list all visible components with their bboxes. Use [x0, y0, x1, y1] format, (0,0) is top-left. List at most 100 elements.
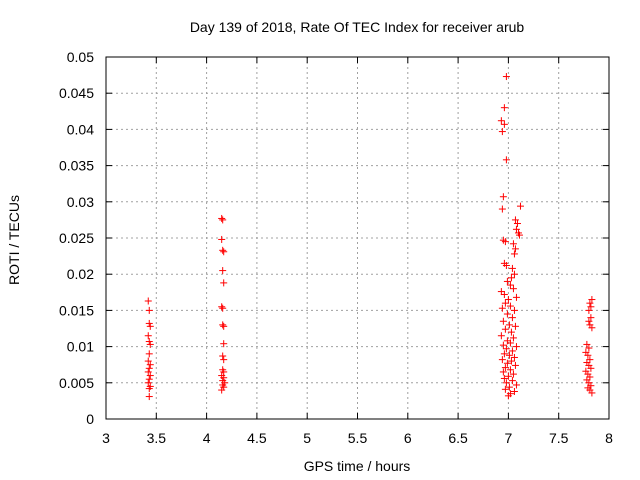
chart-title: Day 139 of 2018, Rate Of TEC Index for r… [190, 19, 525, 35]
data-point [501, 238, 509, 246]
data-point [219, 321, 227, 329]
x-tick-label: 6 [404, 430, 412, 446]
data-point [503, 277, 511, 285]
data-points [144, 73, 596, 401]
y-tick-label: 0.005 [59, 375, 94, 391]
data-point [218, 214, 226, 222]
data-point [506, 302, 514, 310]
x-tick-label: 5 [303, 430, 311, 446]
data-point [510, 270, 518, 278]
data-point [145, 306, 153, 314]
data-point [498, 304, 506, 312]
data-point [507, 328, 515, 336]
y-tick-label: 0.05 [67, 49, 94, 65]
x-axis-title: GPS time / hours [304, 458, 411, 474]
data-point [503, 359, 511, 367]
data-point [145, 364, 153, 372]
data-point [587, 314, 595, 322]
data-point [512, 381, 520, 389]
data-point [511, 322, 519, 330]
data-point [585, 306, 593, 314]
data-point [507, 357, 515, 365]
data-point [511, 216, 519, 224]
data-point [499, 193, 507, 201]
data-point [219, 216, 227, 224]
data-point [497, 117, 505, 125]
data-point [219, 304, 227, 312]
data-point [509, 240, 517, 248]
y-tick-label: 0.04 [67, 121, 94, 137]
data-point [505, 321, 513, 329]
data-point [509, 285, 517, 293]
x-tick-labels: 3 3.5 4 4.5 5 5.5 6 6.5 7 7.5 8 [102, 430, 613, 446]
data-point [501, 325, 509, 333]
data-point [499, 368, 507, 376]
data-point [502, 379, 510, 387]
data-point [504, 296, 512, 304]
data-point [586, 373, 594, 381]
data-point [502, 262, 510, 270]
data-point [497, 332, 505, 340]
data-point [220, 340, 228, 348]
data-point [508, 314, 516, 322]
data-point [513, 220, 521, 228]
data-point [506, 281, 514, 289]
data-point [511, 245, 519, 253]
data-point [146, 361, 154, 369]
y-tick-label: 0.045 [59, 85, 94, 101]
y-tick-label: 0.025 [59, 230, 94, 246]
x-tick-label: 4 [203, 430, 211, 446]
y-tick-label: 0.035 [59, 158, 94, 174]
data-point [501, 385, 509, 393]
data-point [512, 343, 520, 351]
data-point [510, 306, 518, 314]
data-point [145, 350, 153, 358]
data-point [510, 250, 518, 258]
data-point [502, 73, 510, 81]
grid-lines [106, 57, 609, 419]
y-tick-labels: 0 0.005 0.01 0.015 0.02 0.025 0.03 0.035 0.04 0.0… [59, 49, 94, 427]
data-point [220, 374, 228, 382]
data-point [585, 344, 593, 352]
data-point [500, 104, 508, 112]
data-point [500, 120, 508, 128]
data-point [588, 324, 596, 332]
data-point [220, 248, 228, 256]
data-point [500, 374, 508, 382]
data-point [499, 317, 507, 325]
data-point [497, 288, 505, 296]
data-point [218, 386, 226, 394]
data-point [144, 357, 152, 365]
data-point [587, 364, 595, 372]
data-point [220, 356, 228, 364]
x-tick-label: 7 [505, 430, 513, 446]
data-point [219, 352, 227, 360]
data-point [516, 202, 524, 210]
x-tick-label: 4.5 [247, 430, 267, 446]
data-point [501, 364, 509, 372]
data-point [145, 319, 153, 327]
data-point [218, 303, 226, 311]
x-tick-label: 3.5 [147, 430, 167, 446]
data-point [508, 377, 516, 385]
data-point [584, 351, 592, 359]
x-tick-label: 6.5 [448, 430, 468, 446]
data-point [146, 340, 154, 348]
data-point [146, 322, 154, 330]
data-point [498, 205, 506, 213]
data-point [505, 383, 513, 391]
data-point [498, 356, 506, 364]
data-point [512, 293, 520, 301]
data-point [507, 274, 515, 282]
data-point [498, 128, 506, 136]
y-tick-label: 0.03 [67, 194, 94, 210]
data-point [588, 389, 596, 397]
y-tick-label: 0.015 [59, 302, 94, 318]
data-point [144, 379, 152, 387]
y-tick-label: 0.02 [67, 266, 94, 282]
data-point [504, 392, 512, 400]
data-point [510, 387, 518, 395]
data-point [506, 339, 514, 347]
data-point [586, 356, 594, 364]
